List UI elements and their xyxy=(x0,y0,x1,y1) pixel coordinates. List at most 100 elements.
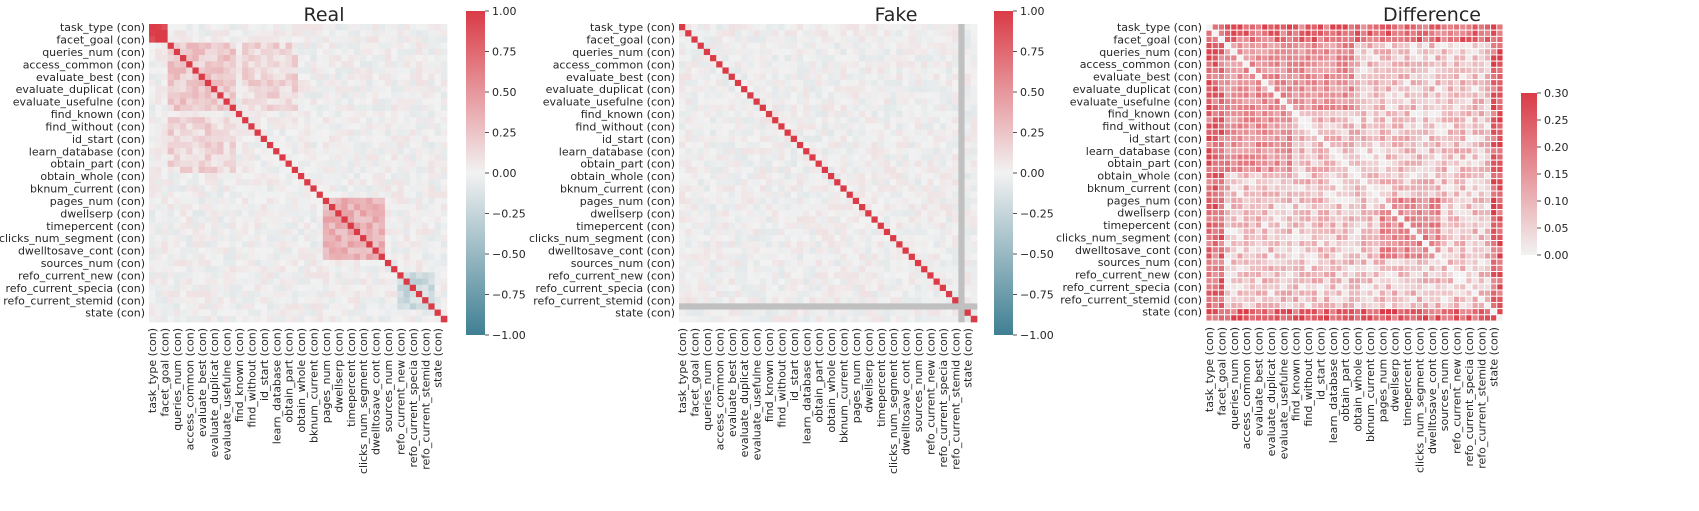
heatmap-cell xyxy=(840,30,847,37)
heatmap-cell xyxy=(310,197,317,205)
heatmap-cell xyxy=(329,24,336,31)
heatmap-cell xyxy=(341,216,349,224)
heatmap-cell xyxy=(440,148,448,155)
heatmap-cell xyxy=(958,241,965,248)
heatmap-cell xyxy=(403,235,411,242)
heatmap-cell xyxy=(697,241,705,248)
heatmap-cell xyxy=(834,73,841,81)
heatmap-cell xyxy=(883,36,891,43)
y-tick-label: find_without (con) xyxy=(575,120,675,133)
heatmap-cell xyxy=(397,110,404,118)
heatmap-cell xyxy=(796,191,804,199)
heatmap-cell xyxy=(1366,35,1374,44)
heatmap-cell xyxy=(310,79,317,87)
heatmap-cell xyxy=(298,284,305,292)
heatmap-cell xyxy=(260,290,268,298)
heatmap-cell xyxy=(747,290,754,298)
heatmap-cell xyxy=(1292,48,1300,56)
heatmap-cell xyxy=(890,241,897,248)
heatmap-cell xyxy=(952,179,959,186)
heatmap-cell xyxy=(167,278,175,286)
heatmap-cell xyxy=(322,197,330,205)
heatmap-cell xyxy=(161,266,168,273)
heatmap-cell xyxy=(896,104,903,112)
heatmap-cell xyxy=(964,24,972,31)
heatmap-cell xyxy=(890,42,897,50)
heatmap-cell xyxy=(360,204,367,211)
heatmap-cell xyxy=(235,160,243,168)
heatmap-cell xyxy=(409,67,417,75)
heatmap-cell xyxy=(161,30,168,37)
heatmap-cell xyxy=(710,42,717,50)
heatmap-cell xyxy=(834,278,841,286)
heatmap-cell xyxy=(734,284,742,292)
heatmap-cell xyxy=(173,272,181,279)
heatmap-cell xyxy=(890,98,897,106)
heatmap-cell xyxy=(927,104,934,112)
heatmap-cell xyxy=(815,253,823,261)
heatmap-cell xyxy=(329,173,336,180)
heatmap-cell xyxy=(198,309,206,317)
heatmap-cell xyxy=(796,117,804,124)
heatmap-cell xyxy=(939,129,947,137)
heatmap-cell xyxy=(391,290,398,298)
heatmap-cell xyxy=(784,154,792,161)
heatmap-cell xyxy=(896,216,903,224)
heatmap-cell xyxy=(229,297,237,304)
heatmap-cell xyxy=(192,235,200,242)
heatmap-cell xyxy=(291,42,299,50)
heatmap-cell xyxy=(1292,23,1300,31)
heatmap-cell xyxy=(149,117,156,124)
heatmap-cell xyxy=(186,48,193,56)
heatmap-cell xyxy=(958,297,965,304)
heatmap-cell xyxy=(378,110,386,118)
heatmap-cell xyxy=(753,241,761,248)
heatmap-cell xyxy=(883,297,891,304)
heatmap-cell xyxy=(266,197,274,205)
x-tick-label: refo_current_new (con) xyxy=(394,328,407,455)
heatmap-cell xyxy=(778,160,785,168)
heatmap-cell xyxy=(186,210,193,217)
heatmap-cell xyxy=(896,228,903,236)
heatmap-cell xyxy=(1205,42,1213,50)
heatmap-cell xyxy=(1409,42,1417,50)
heatmap-cell xyxy=(155,315,162,323)
heatmap-cell xyxy=(186,79,193,87)
heatmap-cell xyxy=(840,110,847,118)
heatmap-cell xyxy=(329,228,336,236)
heatmap-cell xyxy=(186,148,193,155)
heatmap-cell xyxy=(859,241,866,248)
y-tick-label: access_common (con) xyxy=(553,58,675,71)
heatmap-cell xyxy=(248,278,255,286)
heatmap-cell xyxy=(1354,35,1362,44)
heatmap-cell xyxy=(372,266,380,273)
heatmap-cell xyxy=(235,36,243,43)
heatmap-cell xyxy=(790,259,798,267)
heatmap-cell xyxy=(765,48,773,56)
heatmap-cell xyxy=(790,104,798,112)
heatmap-cell xyxy=(691,123,698,130)
heatmap-cell xyxy=(360,166,367,174)
heatmap-cell xyxy=(242,148,249,155)
heatmap-cell xyxy=(722,222,730,230)
heatmap-cell xyxy=(434,222,442,230)
heatmap-cell xyxy=(722,309,730,317)
heatmap-cell xyxy=(316,191,324,199)
heatmap-cell xyxy=(285,98,293,106)
heatmap-cell xyxy=(790,166,798,174)
heatmap-cell xyxy=(840,135,847,143)
heatmap-cell xyxy=(192,266,200,273)
heatmap-cell xyxy=(391,191,398,199)
heatmap-cell xyxy=(828,30,835,37)
heatmap-cell xyxy=(322,241,330,248)
heatmap-cell xyxy=(155,141,162,149)
heatmap-cell xyxy=(260,191,268,199)
heatmap-cell xyxy=(248,30,255,37)
heatmap-cell xyxy=(353,117,361,124)
heatmap-cell xyxy=(747,92,754,99)
heatmap-cell xyxy=(883,315,891,323)
heatmap-cell xyxy=(747,61,754,68)
heatmap-cell xyxy=(765,148,773,155)
heatmap-cell xyxy=(1230,35,1238,44)
heatmap-cell xyxy=(260,228,268,236)
